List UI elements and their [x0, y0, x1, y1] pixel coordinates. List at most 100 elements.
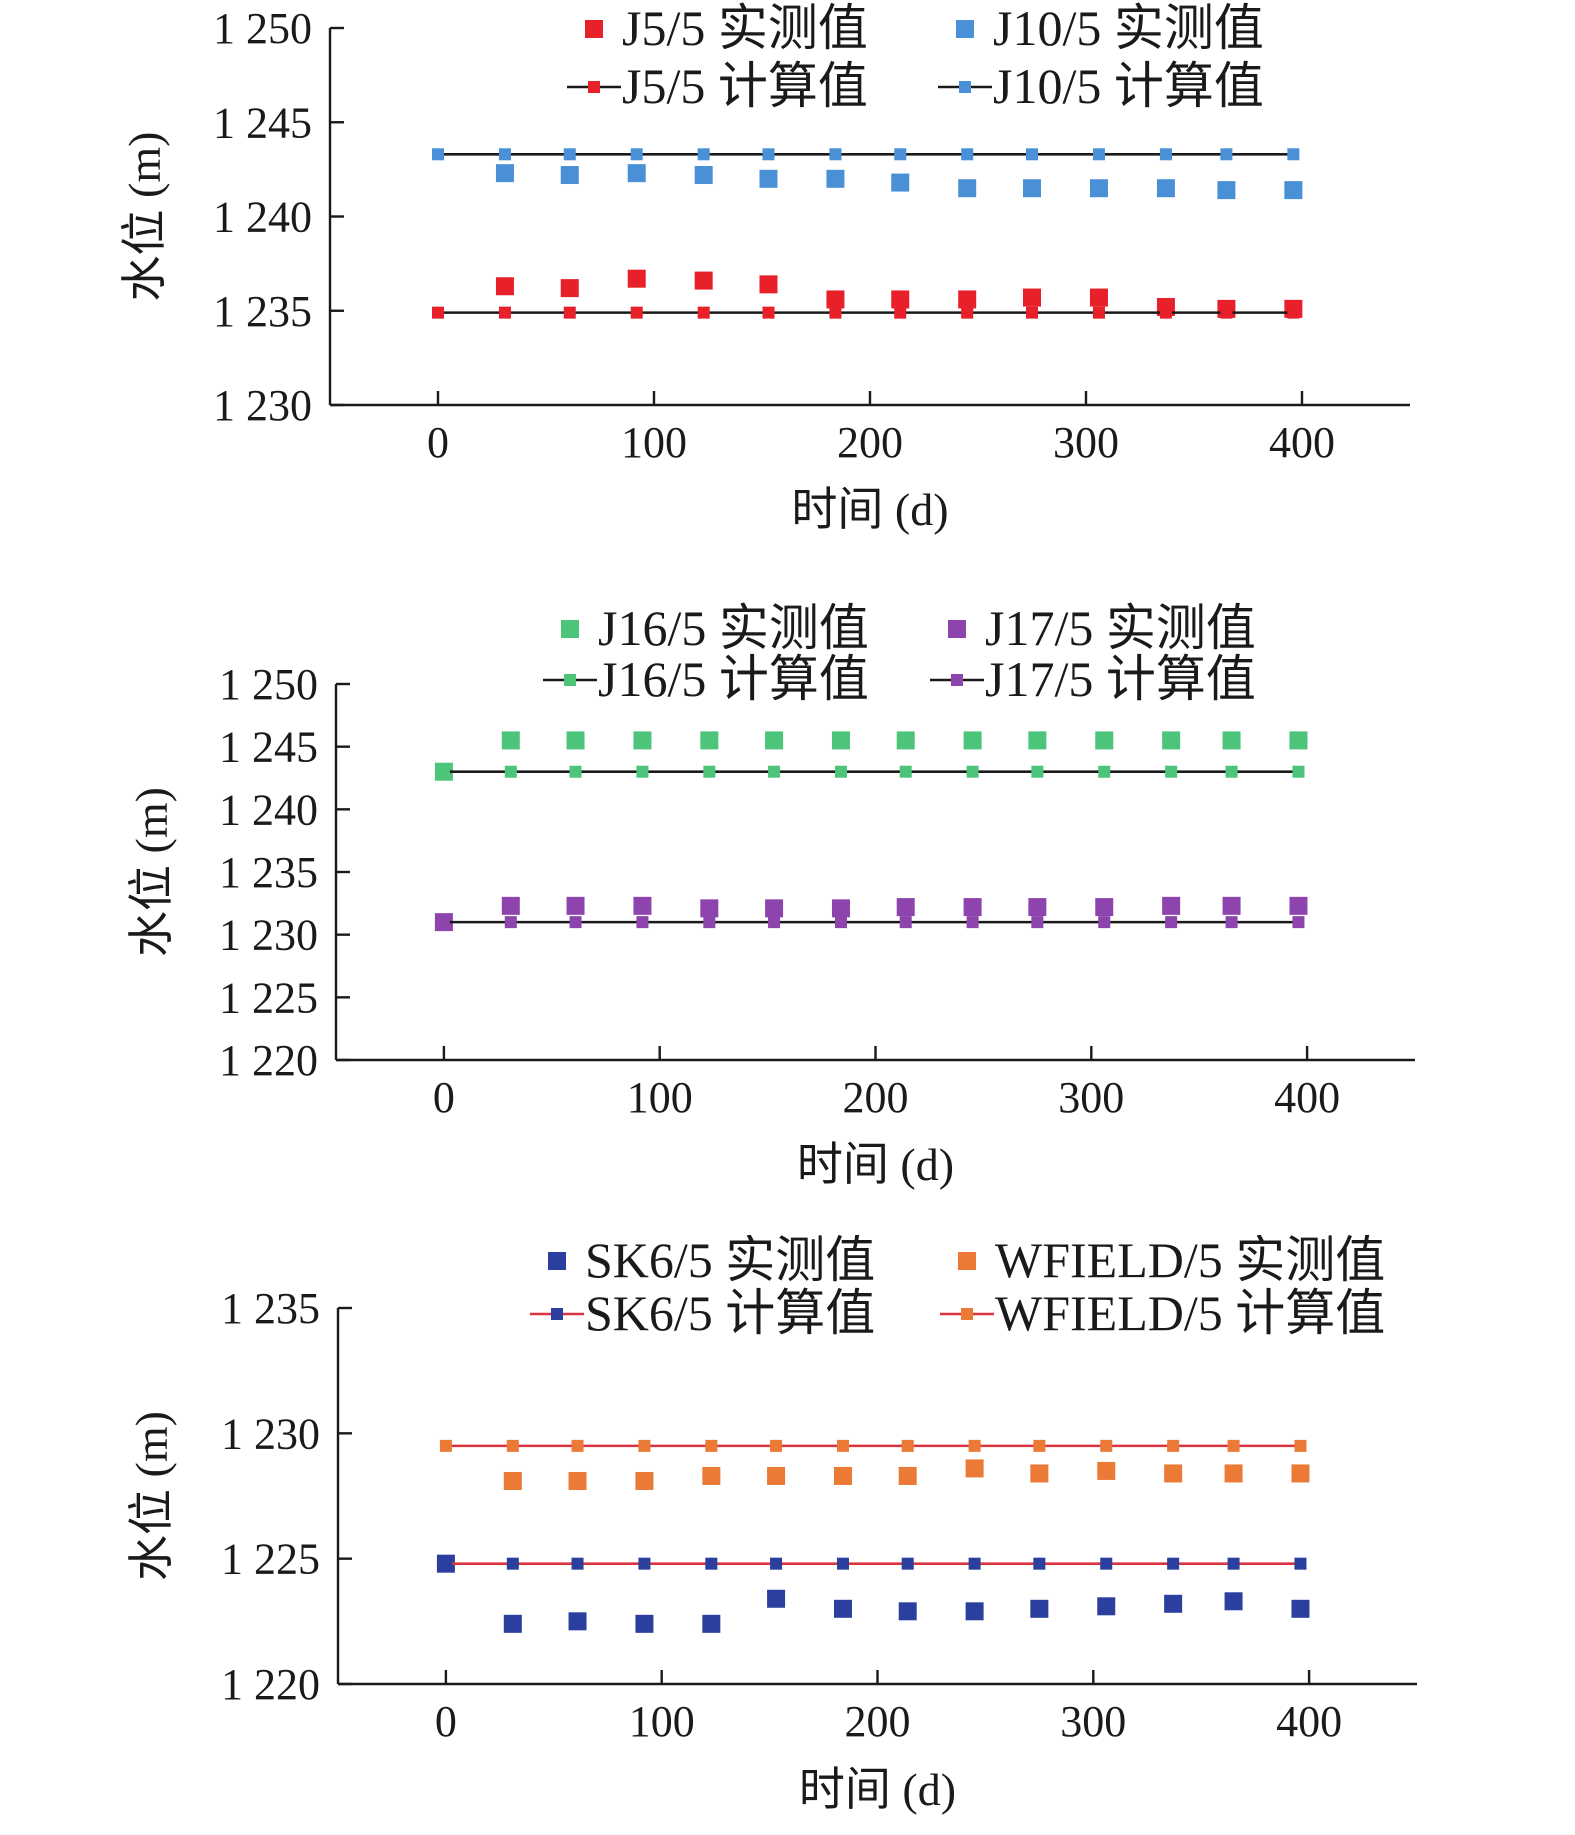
- y-tick-label: 1 235: [219, 848, 318, 897]
- measured-point: [833, 1599, 852, 1618]
- calculated-point: [563, 148, 576, 161]
- calculated-point: [636, 916, 649, 929]
- calculated-point: [638, 1439, 651, 1452]
- measured-point: [633, 896, 652, 915]
- measured-point: [765, 731, 784, 750]
- legend-label: SK6/5 计算值: [585, 1285, 875, 1341]
- calculated-point: [1159, 148, 1172, 161]
- calculated-point: [770, 1439, 783, 1452]
- legend-label: J17/5 计算值: [985, 651, 1256, 707]
- y-tick-label: 1 245: [219, 723, 318, 772]
- calculated-point: [569, 916, 582, 929]
- calculated-point: [439, 1439, 452, 1452]
- measured-point: [826, 290, 845, 309]
- measured-point: [963, 731, 982, 750]
- legend-item: WFIELD/5 实测值: [958, 1235, 1385, 1288]
- legend-label: J17/5 实测值: [985, 600, 1256, 656]
- calculated-point: [1031, 765, 1044, 778]
- series-group: [437, 916, 1305, 929]
- measured-point: [560, 166, 579, 185]
- measured-point: [1097, 1597, 1116, 1616]
- calculated-point: [697, 306, 710, 319]
- legend-label: J5/5 计算值: [622, 58, 868, 114]
- calculated-point: [437, 916, 450, 929]
- y-tick-label: 1 220: [221, 1660, 320, 1709]
- x-tick-label: 400: [1269, 418, 1335, 467]
- legend: SK6/5 实测值 WFIELD/5 实测值 SK6/5 计算值 WFIELD/5 计…: [530, 1235, 1385, 1341]
- calculated-point: [636, 765, 649, 778]
- calculated-point: [768, 765, 781, 778]
- measured-point: [501, 731, 520, 750]
- measured-point: [1222, 896, 1241, 915]
- measured-point: [1028, 898, 1047, 917]
- legend-item: J10/5 计算值: [938, 58, 1264, 114]
- measured-point: [568, 1471, 587, 1490]
- x-tick-label: 200: [837, 418, 903, 467]
- series-group: [434, 896, 1308, 932]
- measured-point: [503, 1471, 522, 1490]
- measured-point: [1156, 179, 1175, 198]
- measured-point: [767, 1589, 786, 1608]
- calculated-point: [571, 1557, 584, 1570]
- series-group: [437, 765, 1305, 778]
- calculated-point: [1225, 765, 1238, 778]
- measured-point: [898, 1602, 917, 1621]
- legend-item: SK6/5 计算值: [530, 1285, 875, 1341]
- calculated-point: [894, 148, 907, 161]
- measured-point: [700, 731, 719, 750]
- chart-sk6-wfield: 1 220 1 225 1 230 1 235 0 100 200 300 400 时间 (d) 水…: [126, 1235, 1417, 1815]
- measured-point: [831, 731, 850, 750]
- measured-point: [1089, 288, 1108, 307]
- series-group: [503, 1459, 1310, 1490]
- x-tick-label: 200: [843, 1073, 909, 1122]
- measured-point: [958, 290, 977, 309]
- calculated-point: [1220, 306, 1233, 319]
- calculated-point: [770, 1557, 783, 1570]
- calculated-point: [504, 765, 517, 778]
- calculated-point: [1165, 765, 1178, 778]
- measured-point: [495, 164, 514, 183]
- legend-item: J5/5 计算值: [567, 58, 868, 114]
- measured-point: [767, 1466, 786, 1485]
- legend-item: J5/5 实测值: [585, 0, 868, 56]
- x-tick-label: 100: [629, 1697, 695, 1746]
- calculated-point: [703, 916, 716, 929]
- y-tick-label: 1 230: [213, 381, 312, 430]
- measured-point: [700, 899, 719, 918]
- series-group: [439, 1557, 1307, 1570]
- legend-item: J17/5 实测值: [948, 600, 1256, 656]
- calculated-point: [1294, 1439, 1307, 1452]
- x-tick-label: 400: [1276, 1697, 1342, 1746]
- x-tick-label: 300: [1058, 1073, 1124, 1122]
- series-group: [436, 1554, 1310, 1633]
- x-tick-label: 300: [1060, 1697, 1126, 1746]
- calculated-point: [894, 306, 907, 319]
- legend-marker: [951, 674, 963, 686]
- y-axis-title: 水位 (m): [119, 132, 170, 302]
- y-tick-label: 1 220: [219, 1036, 318, 1085]
- calculated-point: [966, 765, 979, 778]
- y-tick-label: 1 225: [219, 973, 318, 1022]
- calculated-point: [705, 1557, 718, 1570]
- measured-point: [1028, 731, 1047, 750]
- chart-j5-j10: 1 230 1 235 1 240 1 245 1 250 0 100 200 300 400 时间…: [119, 0, 1410, 535]
- legend-item: J10/5 实测值: [956, 0, 1264, 56]
- calculated-point: [1292, 765, 1305, 778]
- measured-point: [1095, 731, 1114, 750]
- legend-marker: [948, 620, 966, 638]
- measured-point: [896, 731, 915, 750]
- legend-label: J5/5 实测值: [622, 0, 868, 56]
- measured-point: [1030, 1464, 1049, 1483]
- measured-point: [495, 277, 514, 296]
- legend-item: J17/5 计算值: [930, 651, 1256, 707]
- measured-point: [627, 269, 646, 288]
- measured-point: [566, 896, 585, 915]
- measured-point: [1023, 288, 1041, 307]
- x-tick-label: 300: [1053, 418, 1119, 467]
- calculated-point: [829, 306, 842, 319]
- y-tick-label: 1 235: [213, 287, 312, 336]
- y-tick-label: 1 245: [213, 98, 312, 147]
- x-tick-label: 200: [845, 1697, 911, 1746]
- x-tick-label: 100: [621, 418, 687, 467]
- series-group: [439, 1439, 1307, 1452]
